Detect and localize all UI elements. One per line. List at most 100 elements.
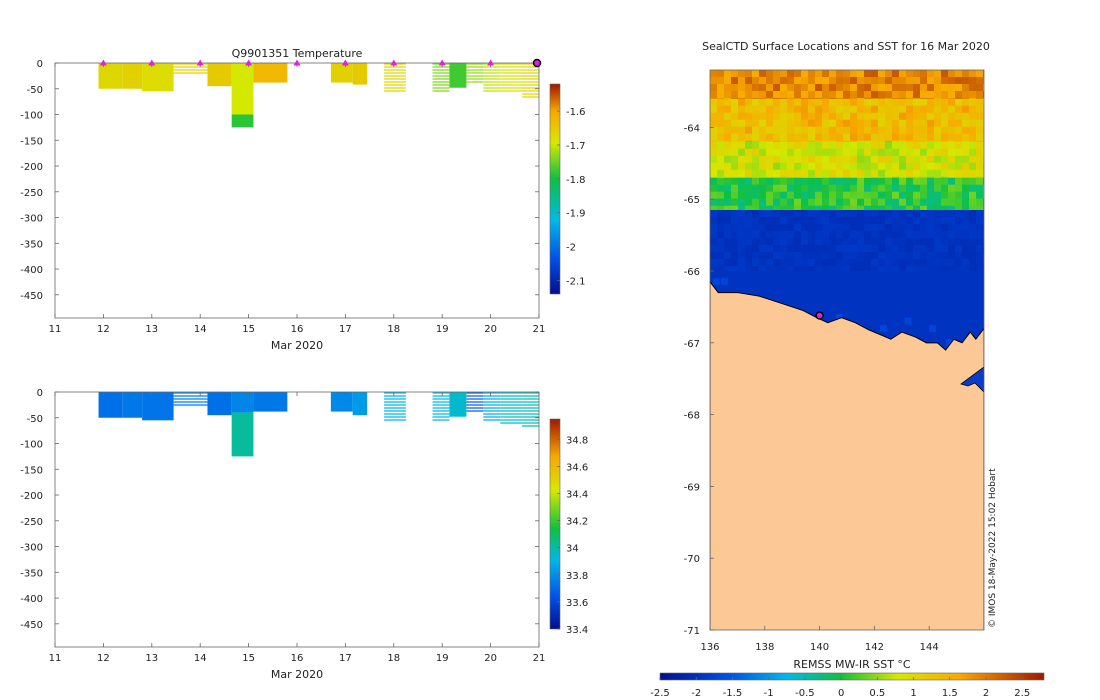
sst-cell [724,205,732,211]
sst-cell [941,177,949,186]
sst-cell [808,119,816,128]
sst-cell [752,91,760,99]
sst-cell [787,217,795,225]
sst-cell [941,112,949,121]
salinity-x-ticks: 11 12 13 14 15 16 17 18 19 20 21 [49,392,545,664]
map-colorbar-tick-label: -2.5 [650,688,670,699]
sst-cell [850,245,858,253]
sst-cell [808,266,816,272]
sst-cell [983,210,984,218]
sst-cell [920,217,928,225]
sst-cell [955,112,963,121]
sst-cell [717,140,725,143]
sst-cell [934,84,942,92]
sst-cell [927,266,935,272]
sst-cell [717,231,725,239]
y-tick-label: 0 [37,59,43,70]
sst-cell [759,112,767,121]
sst-cell [738,155,746,164]
sst-cell [752,191,760,200]
sst-cell [794,155,802,164]
sst-cell [808,217,816,225]
sst-cell [920,84,928,92]
y-tick-label: -300 [20,543,43,554]
sst-cell [885,140,893,143]
map-colorbar-tick-label: -2 [691,688,701,699]
sst-cell [892,155,900,164]
sst-cell [857,231,865,239]
sst-cell [766,224,774,232]
sst-cell [906,98,914,100]
sst-cell [983,231,984,239]
sst-cell [731,176,739,179]
sst-cell [815,259,823,267]
sst-cell [962,119,970,128]
sst-cell [787,259,795,267]
sst-cell [913,198,921,207]
sst-cell [850,210,858,218]
sst-cell [815,140,823,143]
sst-cell [941,184,949,193]
sst-cell [738,141,746,150]
temperature-panel: Q9901351 Temperature 11 12 13 14 15 16 17 18 19 2… [20,47,585,352]
sst-cell [836,245,844,253]
sst-cell [815,266,823,272]
sst-cell [927,252,935,260]
sst-cell [829,105,837,114]
sst-cell [955,133,963,142]
sst-cell [962,126,970,135]
sst-cell [955,198,963,207]
sst-cell [773,98,781,100]
sst-cell [808,238,816,246]
sst-cell [843,198,851,207]
sst-cell [913,105,921,114]
sst-cell [871,141,879,150]
sst-cell [927,70,935,78]
sst-cell [710,105,718,114]
sst-cell [941,141,949,150]
sst-cell [815,198,823,207]
sst-cell [731,259,739,267]
sst-cell [906,176,914,179]
sst-cell [899,205,907,211]
sst-cell [969,84,977,92]
sst-cell [885,133,893,142]
sst-cell [766,84,774,92]
sst-cell [801,119,809,128]
sst-cell [780,133,788,142]
sst-cell [822,84,830,92]
sst-cell [766,205,774,211]
sst-cell [927,84,935,92]
sst-cell [934,126,942,135]
sst-cell [759,266,767,272]
sst-cell [808,184,816,193]
sst-cell [962,224,970,232]
sst-cell [752,119,760,128]
sst-cell [759,259,767,267]
sst-cell [794,141,802,150]
sst-cell [850,184,858,193]
sst-cell [801,112,809,121]
sst-cell [780,91,788,99]
sst-cell [710,177,718,186]
sst-cell [738,91,746,99]
sst-cell [983,162,984,171]
sst-cell [787,245,795,253]
sst-cell [780,259,788,267]
sst-cell [955,177,963,186]
sst-cell [850,77,858,85]
colorbar-tick-label: 34.8 [566,435,588,446]
sst-cell [794,205,802,211]
salinity-casts [98,392,539,457]
sst-cell [871,238,879,246]
sst-cell [948,266,956,272]
sst-cell [752,169,760,178]
sst-cell [710,210,718,218]
sst-cell [850,105,858,114]
sst-cell [759,155,767,164]
sst-cell [738,162,746,171]
sst-cell [962,177,970,186]
sst-cell [983,105,984,114]
sst-cell [752,252,760,260]
